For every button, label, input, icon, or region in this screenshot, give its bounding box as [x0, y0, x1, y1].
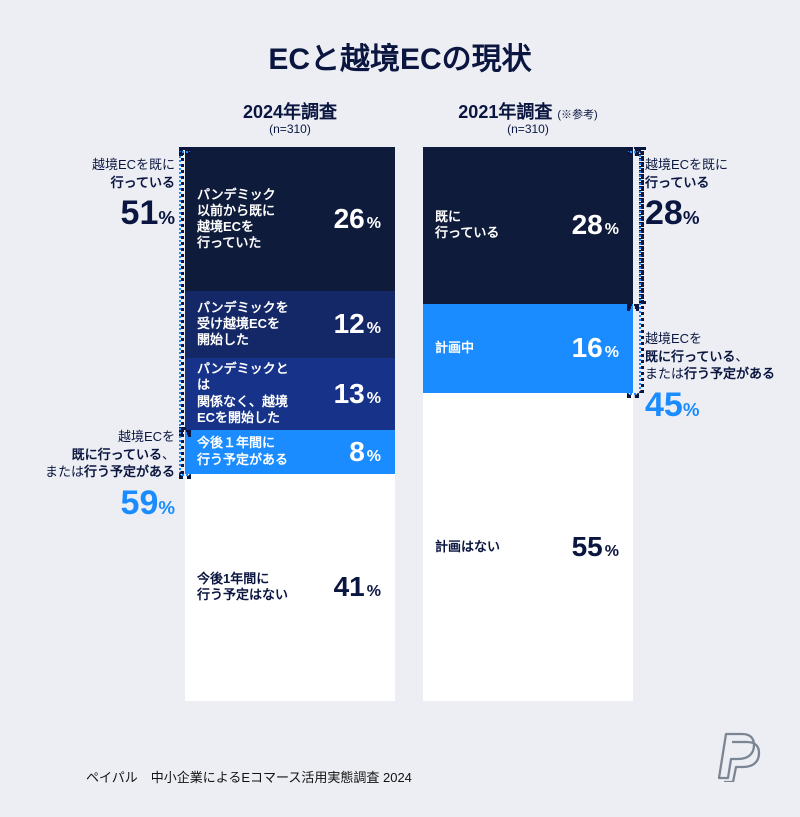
segment-value: 28%	[572, 209, 619, 241]
callout-right-top-line2: 行っている	[645, 175, 709, 190]
callout-left-top: 越境ECを既に 行っている 51%	[92, 156, 175, 237]
bar-segment: パンデミック以前から既に越境ECを行っていた 26%	[185, 147, 395, 291]
column-header-2024-sub: (n=310)	[185, 123, 395, 136]
callout-left-bottom-line3b: 行う予定がある	[84, 464, 175, 479]
callout-right-top-line1: 越境ECを既に	[645, 157, 728, 172]
callout-right-top-value: 28	[645, 191, 683, 237]
callout-right-bottom: 越境ECを 既に行っている、 または行う予定がある 45%	[645, 330, 775, 429]
callout-right-bottom-value: 45	[645, 383, 683, 429]
bar-segment: 今後１年間に行う予定がある 8%	[185, 430, 395, 474]
segment-value: 41%	[334, 571, 381, 603]
bracket-line	[627, 151, 639, 156]
callout-left-bottom-line1: 越境ECを	[118, 429, 175, 444]
segment-label: 既に行っている	[435, 209, 499, 242]
segment-label: 計画はない	[435, 539, 500, 555]
bar-segment: 既に行っている 28%	[423, 147, 633, 304]
callout-right-bottom-line2a: 既に行っている	[645, 349, 735, 364]
callout-right-bottom-line3b: 行う予定がある	[684, 366, 775, 381]
pct-sign: %	[158, 495, 175, 520]
segment-value: 8%	[349, 436, 381, 468]
segment-label: 今後1年間に行う予定はない	[197, 571, 288, 604]
segment-value: 16%	[572, 332, 619, 364]
pct-sign: %	[158, 205, 175, 230]
chart-canvas: ECと越境ECの現状 2024年調査 (n=310) 2021年調査 (※参考)…	[0, 0, 800, 817]
segment-value: 26%	[334, 203, 381, 235]
segment-label: パンデミック以前から既に越境ECを行っていた	[197, 187, 276, 252]
segment-label: パンデミックとは関係なく、越境ECを開始した	[197, 361, 298, 426]
bar-segment: 計画はない 55%	[423, 393, 633, 701]
column-header-2021-sub: (n=310)	[423, 123, 633, 136]
segment-value: 13%	[334, 378, 381, 410]
paypal-logo-icon	[718, 732, 762, 787]
column-header-2021-title: 2021年調査	[458, 102, 552, 122]
callout-left-bottom-line3a: または	[45, 464, 84, 479]
callout-right-top: 越境ECを既に 行っている 28%	[645, 156, 728, 237]
pct-sign: %	[683, 205, 700, 230]
callout-left-bottom-line2b: 、	[162, 447, 175, 462]
bracket-line	[179, 474, 191, 479]
bracket-line	[627, 393, 639, 398]
bracket-line	[179, 151, 191, 156]
chart-title: ECと越境ECの現状	[0, 34, 800, 78]
callout-right-bottom-line3a: または	[645, 366, 684, 381]
callout-left-top-line1: 越境ECを既に	[92, 157, 175, 172]
segment-label: 計画中	[435, 340, 474, 356]
column-header-2024-title: 2024年調査	[243, 102, 337, 122]
bracket-line	[627, 304, 639, 309]
segment-value: 12%	[334, 308, 381, 340]
callout-left-bottom-value: 59	[121, 481, 159, 527]
bar-segment: パンデミックとは関係なく、越境ECを開始した 13%	[185, 358, 395, 430]
segment-label: パンデミックを受け越境ECを開始した	[197, 300, 289, 349]
segment-label: 今後１年間に行う予定がある	[197, 435, 288, 468]
footer-source: ペイパル 中小企業によるEコマース活用実態調査 2024	[86, 767, 412, 786]
callout-left-bottom-line2a: 既に行っている	[72, 447, 162, 462]
bar-segment: パンデミックを受け越境ECを開始した 12%	[185, 291, 395, 357]
stacked-bar-2024: パンデミック以前から既に越境ECを行っていた 26% パンデミックを受け越境ECを開…	[185, 147, 395, 701]
bar-segment: 計画中 16%	[423, 304, 633, 394]
bracket-line	[179, 151, 184, 474]
callout-left-top-line2: 行っている	[111, 175, 175, 190]
column-header-2021: 2021年調査 (※参考) (n=310)	[423, 103, 633, 136]
callout-right-bottom-line2b: 、	[735, 349, 748, 364]
segment-value: 55%	[572, 531, 619, 563]
column-header-2024: 2024年調査 (n=310)	[185, 103, 395, 136]
bar-segment: 今後1年間に行う予定はない 41%	[185, 474, 395, 701]
callout-left-top-value: 51	[121, 191, 159, 237]
callout-right-bottom-line1: 越境ECを	[645, 331, 702, 346]
callout-left-bottom: 越境ECを 既に行っている、 または行う予定がある 59%	[45, 428, 175, 527]
bracket-line	[639, 151, 644, 393]
stacked-bar-2021: 既に行っている 28% 計画中 16% 計画はない 55%	[423, 147, 633, 701]
column-header-2021-ref: (※参考)	[557, 109, 597, 121]
pct-sign: %	[683, 397, 700, 422]
